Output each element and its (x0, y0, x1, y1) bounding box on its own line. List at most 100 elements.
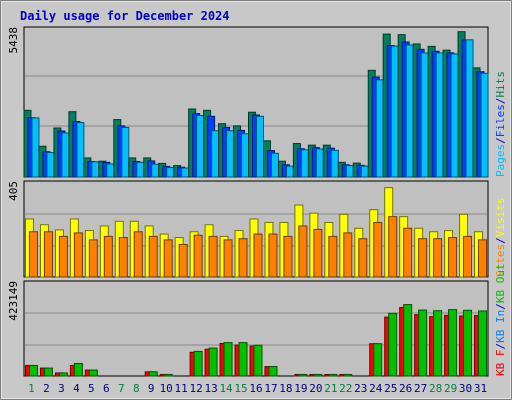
bar-pages-day-5 (91, 161, 100, 178)
panel-visits-sites-legend: Sites/Visits (494, 198, 507, 278)
day-label-22: 22 (339, 382, 352, 395)
panel-visits-sites-legend-item-1: Sites (494, 244, 507, 277)
panel-kb-f-in-out-legend-item-3: KB In (494, 310, 507, 343)
bar-pages-day-8 (136, 161, 145, 178)
bar-pages-day-15 (241, 133, 250, 178)
bar-kbout-day-29 (448, 309, 458, 377)
day-label-6: 6 (103, 382, 110, 395)
bar-kbout-day-13 (208, 347, 218, 377)
bar-pages-day-28 (435, 52, 444, 178)
day-label-21: 21 (324, 382, 337, 395)
panel-hits-files-pages-legend: Pages/Files/Hits (494, 71, 507, 177)
day-label-16: 16 (249, 382, 262, 395)
bar-pages-day-9 (151, 163, 160, 178)
day-label-29: 29 (444, 382, 457, 395)
chart-title: Daily usage for December 2024 (20, 9, 230, 23)
day-label-5: 5 (88, 382, 95, 395)
bar-pages-day-6 (106, 163, 115, 178)
bar-kbout-day-31 (478, 310, 488, 377)
day-label-14: 14 (219, 382, 233, 395)
bar-pages-day-19 (300, 149, 309, 178)
bar-kbout-day-3 (58, 372, 68, 377)
bar-pages-day-2 (46, 152, 55, 178)
bar-sites-day-19 (298, 225, 308, 278)
bar-pages-day-23 (360, 165, 369, 178)
bar-kbout-day-25 (388, 312, 398, 377)
panel-hits-files-pages-axis-label: 5438 (7, 27, 20, 54)
bar-sites-day-4 (73, 232, 83, 278)
panel-kb-f-in-out-legend-item-5: KB Out (494, 263, 507, 303)
bar-pages-day-31 (480, 72, 489, 178)
panel-visits-sites-axis-label: 405 (7, 181, 20, 201)
bar-pages-day-11 (181, 167, 190, 178)
bar-pages-day-24 (375, 79, 384, 178)
bar-pages-day-27 (420, 52, 429, 178)
day-label-27: 27 (414, 382, 427, 395)
bar-kbout-day-15 (238, 342, 248, 377)
bar-sites-day-11 (178, 244, 188, 278)
day-label-4: 4 (73, 382, 80, 395)
day-label-26: 26 (399, 382, 412, 395)
bar-sites-day-26 (403, 227, 413, 278)
day-label-17: 17 (264, 382, 277, 395)
bar-kbout-day-9 (148, 371, 158, 377)
bar-pages-day-21 (330, 149, 339, 178)
bar-sites-day-7 (118, 237, 128, 278)
bar-sites-day-2 (43, 231, 53, 278)
bar-pages-day-12 (196, 114, 205, 178)
bar-pages-day-1 (31, 117, 40, 178)
bar-kbout-day-27 (418, 309, 428, 377)
day-label-28: 28 (429, 382, 442, 395)
bar-kbout-day-2 (43, 367, 53, 377)
day-label-9: 9 (148, 382, 155, 395)
bar-kbout-day-12 (193, 350, 203, 377)
day-label-19: 19 (294, 382, 307, 395)
bar-sites-day-22 (343, 232, 353, 278)
panel-hits-files-pages-legend-item-3: Files (494, 104, 507, 137)
bar-kbout-day-17 (268, 366, 278, 377)
bar-sites-day-3 (58, 235, 68, 278)
bar-sites-day-21 (328, 235, 338, 278)
bar-sites-day-20 (313, 228, 323, 278)
day-label-2: 2 (43, 382, 50, 395)
bar-kbout-day-19 (298, 373, 308, 377)
bar-sites-day-18 (283, 235, 293, 278)
bar-sites-day-16 (253, 233, 263, 278)
bar-sites-day-13 (208, 235, 218, 278)
bar-kbout-day-30 (463, 309, 473, 377)
bar-sites-day-8 (133, 231, 143, 278)
bar-pages-day-25 (390, 45, 399, 178)
panel-hits-files-pages-legend-item-5: Hits (494, 71, 507, 98)
panel-visits-sites-legend-item-2: / (494, 237, 507, 244)
day-label-7: 7 (118, 382, 125, 395)
bar-sites-day-10 (163, 239, 173, 278)
bar-sites-day-6 (103, 235, 113, 278)
bar-kbout-day-26 (403, 304, 413, 377)
day-label-30: 30 (459, 382, 472, 395)
bar-kbout-day-28 (433, 310, 443, 377)
bar-kbout-day-5 (88, 369, 98, 377)
panel-kb-f-in-out-legend-item-2: / (494, 343, 507, 350)
bar-kbout-day-24 (373, 343, 383, 377)
day-label-15: 15 (234, 382, 247, 395)
bar-pages-day-22 (345, 165, 354, 178)
bar-sites-day-1 (28, 231, 38, 278)
bar-sites-day-31 (478, 239, 488, 278)
bar-sites-day-5 (88, 239, 98, 278)
panel-hits-files-pages-legend-item-1: Pages (494, 144, 507, 177)
bar-sites-day-17 (268, 233, 278, 278)
bar-kbout-day-10 (163, 373, 173, 377)
day-label-8: 8 (133, 382, 140, 395)
day-label-12: 12 (190, 382, 203, 395)
bar-pages-day-4 (76, 122, 85, 178)
day-label-20: 20 (309, 382, 322, 395)
bar-sites-day-29 (448, 237, 458, 278)
day-label-24: 24 (369, 382, 383, 395)
day-label-25: 25 (384, 382, 397, 395)
bar-pages-day-17 (270, 152, 279, 178)
day-label-1: 1 (28, 382, 35, 395)
panel-kb-f-in-out-legend-item-4: / (494, 303, 507, 310)
bar-pages-day-26 (405, 44, 414, 178)
